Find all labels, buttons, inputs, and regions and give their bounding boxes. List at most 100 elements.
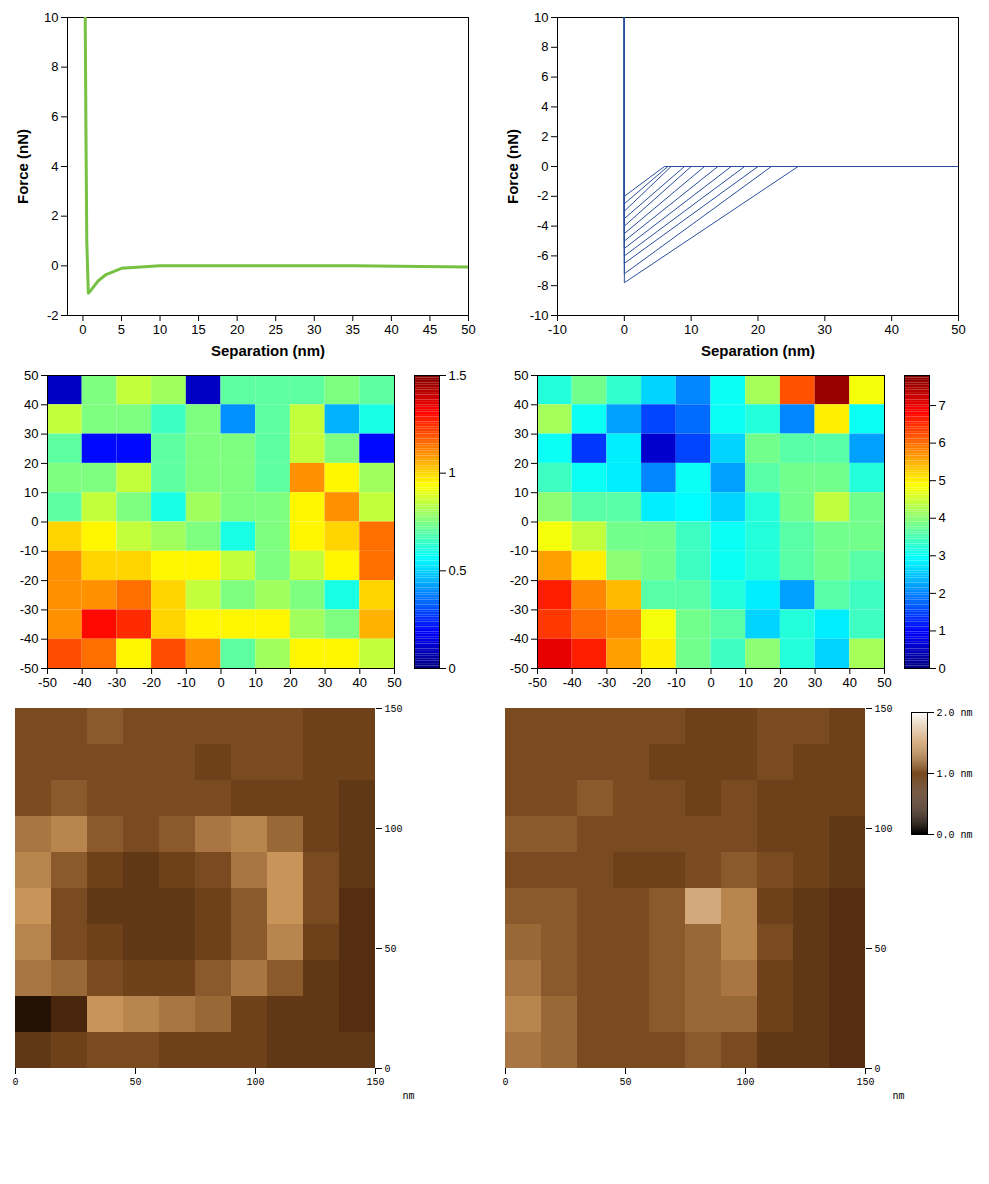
svg-text:25: 25 — [268, 322, 282, 337]
svg-text:3: 3 — [939, 548, 946, 563]
svg-text:0: 0 — [521, 514, 528, 529]
svg-text:-10: -10 — [177, 675, 196, 690]
svg-text:0: 0 — [939, 661, 946, 676]
svg-text:50: 50 — [24, 368, 38, 383]
svg-text:2.0 nm: 2.0 nm — [937, 708, 973, 719]
svg-text:7: 7 — [939, 398, 946, 413]
svg-text:-30: -30 — [598, 675, 617, 690]
svg-text:10: 10 — [738, 675, 752, 690]
svg-text:0: 0 — [217, 675, 224, 690]
svg-text:-20: -20 — [510, 573, 529, 588]
svg-text:-50: -50 — [20, 661, 39, 676]
svg-text:-10: -10 — [20, 543, 39, 558]
svg-text:40: 40 — [353, 675, 367, 690]
svg-text:2: 2 — [541, 129, 548, 144]
svg-text:-30: -30 — [20, 602, 39, 617]
svg-text:4: 4 — [541, 99, 548, 114]
svg-text:-10: -10 — [510, 543, 529, 558]
svg-text:50: 50 — [387, 675, 401, 690]
svg-text:30: 30 — [24, 426, 38, 441]
svg-text:50: 50 — [461, 322, 475, 337]
svg-text:6: 6 — [541, 69, 548, 84]
svg-text:Force (nN): Force (nN) — [504, 129, 521, 204]
svg-text:35: 35 — [346, 322, 360, 337]
svg-text:20: 20 — [230, 322, 244, 337]
svg-text:0: 0 — [385, 1064, 391, 1075]
svg-text:30: 30 — [318, 675, 332, 690]
svg-text:10: 10 — [153, 322, 167, 337]
svg-text:-6: -6 — [537, 248, 549, 263]
svg-text:40: 40 — [514, 397, 528, 412]
svg-text:0: 0 — [51, 258, 58, 273]
svg-text:6: 6 — [939, 435, 946, 450]
svg-text:1.5: 1.5 — [449, 368, 467, 383]
svg-text:-10: -10 — [548, 322, 567, 337]
svg-text:150: 150 — [875, 704, 893, 715]
svg-text:-8: -8 — [537, 278, 549, 293]
svg-text:50: 50 — [877, 675, 891, 690]
svg-text:100: 100 — [246, 1077, 264, 1088]
svg-text:0.5: 0.5 — [449, 563, 467, 578]
svg-text:100: 100 — [736, 1077, 754, 1088]
svg-text:-10: -10 — [530, 308, 549, 323]
svg-text:50: 50 — [875, 944, 887, 955]
svg-text:40: 40 — [384, 322, 398, 337]
svg-text:0: 0 — [502, 1077, 508, 1088]
svg-text:-40: -40 — [73, 675, 92, 690]
svg-text:100: 100 — [385, 824, 403, 835]
svg-text:nm: nm — [892, 1091, 904, 1102]
svg-text:20: 20 — [283, 675, 297, 690]
svg-text:100: 100 — [875, 824, 893, 835]
svg-text:0: 0 — [79, 322, 86, 337]
svg-text:0: 0 — [707, 675, 714, 690]
svg-text:20: 20 — [24, 456, 38, 471]
svg-text:-30: -30 — [108, 675, 127, 690]
svg-text:0: 0 — [449, 661, 456, 676]
svg-text:10: 10 — [684, 322, 698, 337]
svg-text:0: 0 — [875, 1064, 881, 1075]
svg-text:0: 0 — [621, 322, 628, 337]
svg-text:-10: -10 — [667, 675, 686, 690]
svg-text:1: 1 — [939, 623, 946, 638]
svg-text:50: 50 — [129, 1077, 141, 1088]
svg-text:50: 50 — [385, 944, 397, 955]
svg-text:-50: -50 — [38, 675, 57, 690]
svg-text:-40: -40 — [20, 631, 39, 646]
svg-text:150: 150 — [856, 1077, 874, 1088]
svg-text:-30: -30 — [510, 602, 529, 617]
svg-text:10: 10 — [24, 485, 38, 500]
svg-text:0: 0 — [12, 1077, 18, 1088]
svg-text:10: 10 — [248, 675, 262, 690]
svg-text:30: 30 — [514, 426, 528, 441]
svg-text:20: 20 — [751, 322, 765, 337]
svg-text:150: 150 — [385, 704, 403, 715]
svg-text:0: 0 — [31, 514, 38, 529]
svg-text:6: 6 — [51, 109, 58, 124]
svg-text:8: 8 — [51, 59, 58, 74]
svg-text:30: 30 — [307, 322, 321, 337]
svg-text:40: 40 — [884, 322, 898, 337]
svg-text:150: 150 — [366, 1077, 384, 1088]
svg-text:nm: nm — [402, 1091, 414, 1102]
svg-text:20: 20 — [514, 456, 528, 471]
svg-text:20: 20 — [773, 675, 787, 690]
svg-text:15: 15 — [191, 322, 205, 337]
svg-text:Separation (nm): Separation (nm) — [211, 342, 325, 359]
svg-text:-20: -20 — [632, 675, 651, 690]
svg-text:40: 40 — [24, 397, 38, 412]
svg-text:-20: -20 — [142, 675, 161, 690]
svg-text:10: 10 — [44, 10, 58, 25]
svg-text:50: 50 — [619, 1077, 631, 1088]
svg-text:Force (nN): Force (nN) — [14, 129, 31, 204]
svg-text:50: 50 — [514, 368, 528, 383]
svg-text:-40: -40 — [563, 675, 582, 690]
svg-text:-50: -50 — [510, 661, 529, 676]
svg-text:-40: -40 — [510, 631, 529, 646]
svg-text:0.0 nm: 0.0 nm — [937, 830, 973, 841]
svg-text:2: 2 — [939, 586, 946, 601]
svg-text:2: 2 — [51, 208, 58, 223]
svg-text:30: 30 — [808, 675, 822, 690]
svg-text:-4: -4 — [537, 218, 549, 233]
svg-text:50: 50 — [951, 322, 965, 337]
svg-text:-20: -20 — [20, 573, 39, 588]
